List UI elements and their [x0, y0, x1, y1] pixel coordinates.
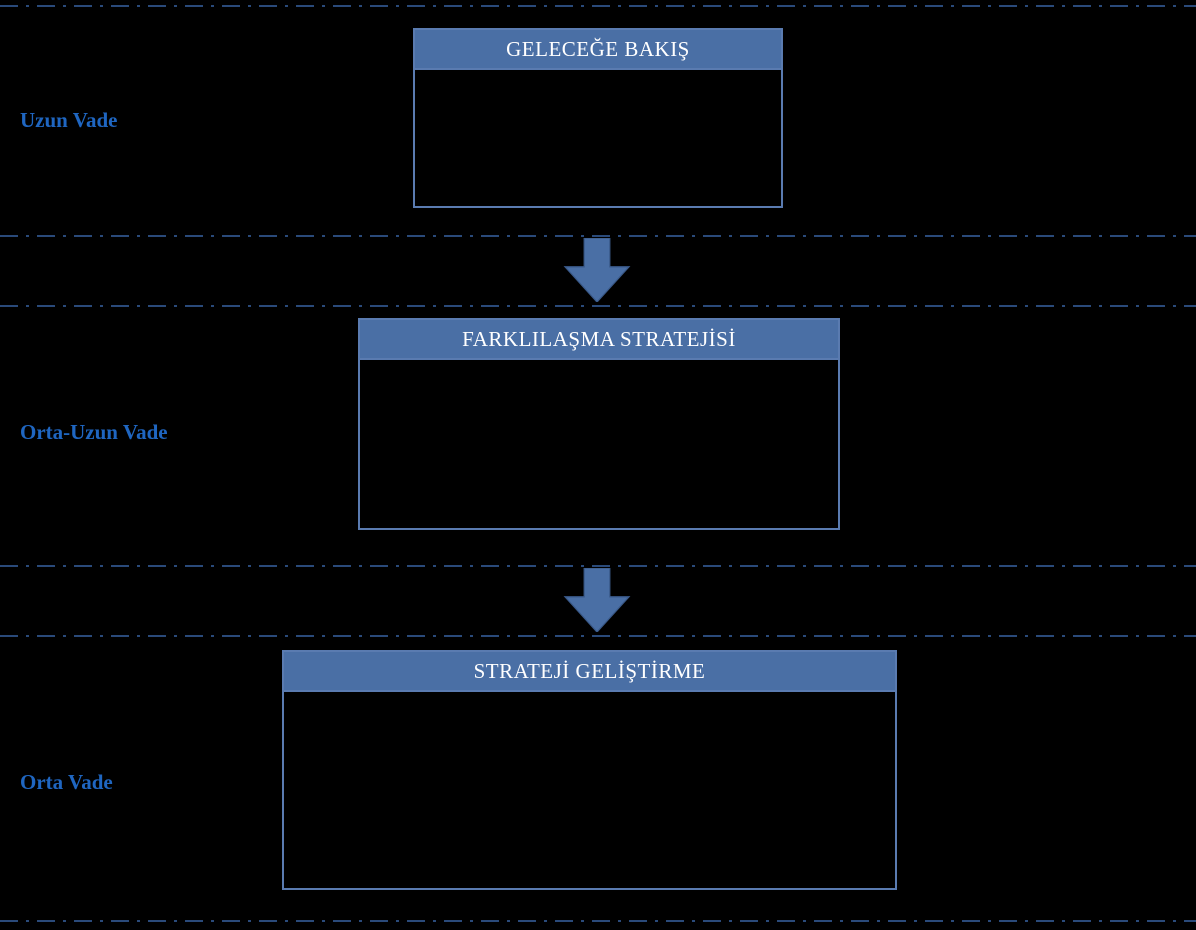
card-farklilasma-strateji: FARKLILAŞMA STRATEJİSİ — [358, 318, 840, 530]
card-header-strateji-gelistirme: STRATEJİ GELİŞTİRME — [284, 652, 895, 692]
divider-line — [0, 5, 1196, 7]
card-header-farklilasma-strateji: FARKLILAŞMA STRATEJİSİ — [360, 320, 838, 360]
card-header-gelecege-bakis: GELECEĞE BAKIŞ — [415, 30, 781, 70]
down-arrow-icon — [561, 568, 633, 632]
row-label-uzun-vade: Uzun Vade — [20, 108, 117, 133]
divider-line — [0, 305, 1196, 307]
divider-line — [0, 635, 1196, 637]
down-arrow-icon — [561, 238, 633, 302]
diagram-stage: Uzun Vade Orta-Uzun Vade Orta Vade GELECEĞE… — [0, 0, 1196, 930]
card-gelecege-bakis: GELECEĞE BAKIŞ — [413, 28, 783, 208]
divider-line — [0, 920, 1196, 922]
row-label-orta-uzun-vade: Orta-Uzun Vade — [20, 420, 168, 445]
divider-line — [0, 565, 1196, 567]
divider-line — [0, 235, 1196, 237]
card-strateji-gelistirme: STRATEJİ GELİŞTİRME — [282, 650, 897, 890]
row-label-orta-vade: Orta Vade — [20, 770, 113, 795]
